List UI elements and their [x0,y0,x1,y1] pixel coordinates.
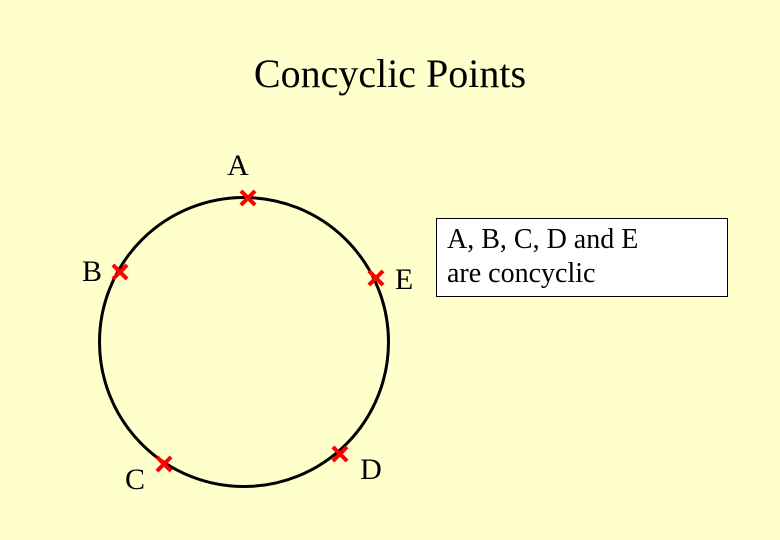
callout-line2: are concyclic [447,257,717,291]
point-B-marker [110,262,130,282]
point-C-label: C [125,463,145,497]
diagram-stage: Concyclic Points A B C D E A, B, C, D an… [0,0,780,540]
point-D-label: D [360,453,382,487]
point-B-label: B [82,255,102,289]
point-D-marker [330,444,350,464]
page-title: Concyclic Points [0,50,780,97]
point-E-marker [366,268,386,288]
point-E-label: E [395,263,413,297]
point-A-marker [238,188,258,208]
callout-box: A, B, C, D and E are concyclic [436,218,728,297]
callout-line1: A, B, C, D and E [447,223,717,257]
point-C-marker [154,454,174,474]
point-A-label: A [227,149,249,183]
